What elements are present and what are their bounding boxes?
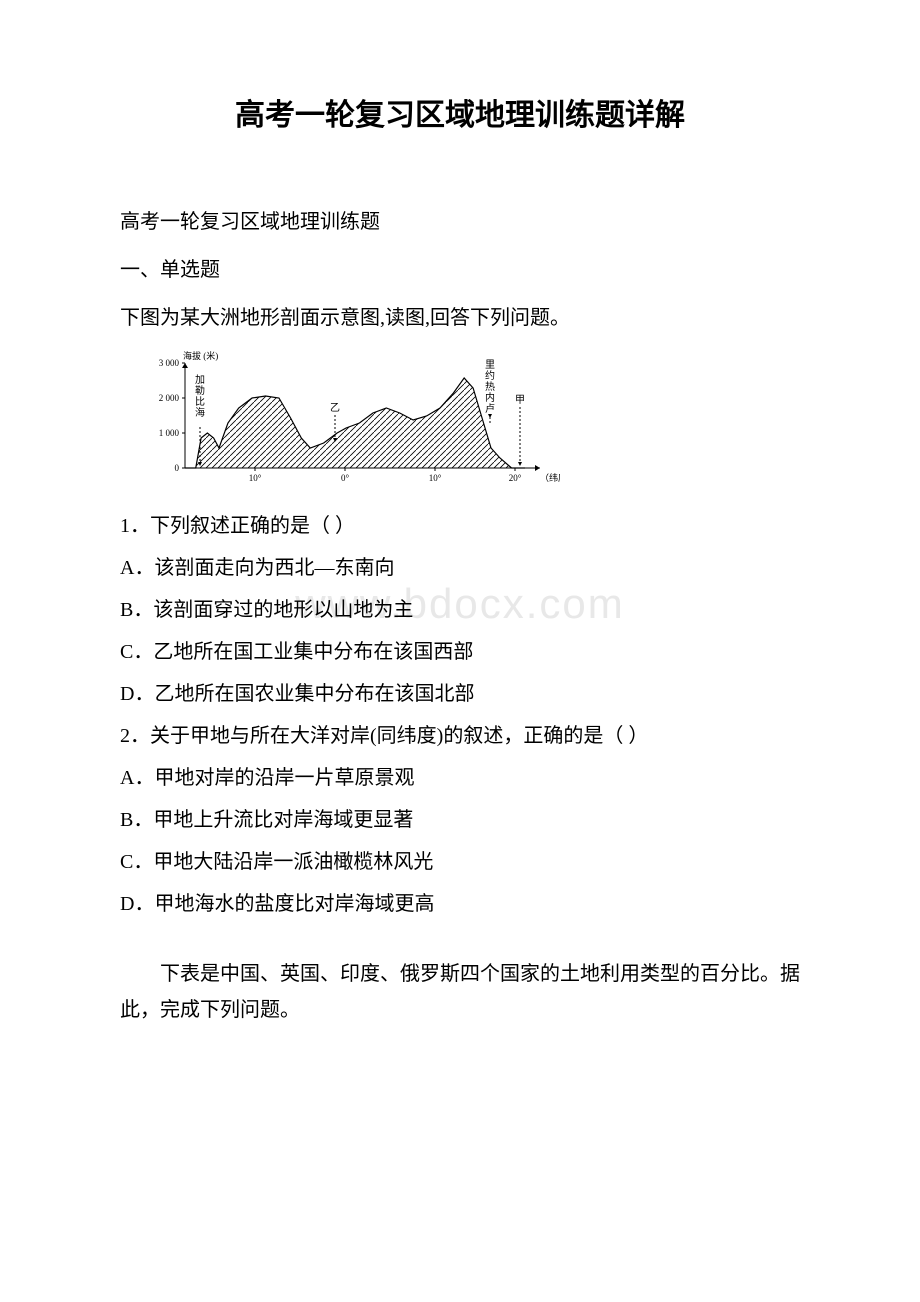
q1-option-b: B．该剖面穿过的地形以山地为主 xyxy=(120,590,800,630)
svg-text:10°: 10° xyxy=(249,473,262,483)
q1-option-d: D．乙地所在国农业集中分布在该国北部 xyxy=(120,674,800,714)
q1-option-a: A．该剖面走向为西北—东南向 xyxy=(120,548,800,588)
svg-text:里约热内卢: 里约热内卢 xyxy=(485,359,495,415)
profile-chart: 海拔 (米) 0 1 000 2 000 3 000 10° 0° 10° 20° （纬度） 加勒比… xyxy=(140,348,560,498)
svg-text:1 000: 1 000 xyxy=(159,428,180,438)
svg-text:0: 0 xyxy=(175,463,180,473)
q2-option-c: C．甲地大陆沿岸一派油橄榄林风光 xyxy=(120,842,800,882)
svg-text:加勒比海: 加勒比海 xyxy=(195,374,205,419)
q2-option-d: D．甲地海水的盐度比对岸海域更高 xyxy=(120,884,800,924)
intro-paragraph-2: 下表是中国、英国、印度、俄罗斯四个国家的土地利用类型的百分比。据此，完成下列问题… xyxy=(120,956,800,1028)
subtitle: 高考一轮复习区域地理训练题 xyxy=(120,204,800,240)
svg-text:甲: 甲 xyxy=(515,395,525,406)
q2-option-b: B．甲地上升流比对岸海域更显著 xyxy=(120,800,800,840)
svg-text:3 000: 3 000 xyxy=(159,358,180,368)
page-title: 高考一轮复习区域地理训练题详解 xyxy=(120,90,800,134)
svg-text:10°: 10° xyxy=(429,473,442,483)
svg-text:海拔 (米): 海拔 (米) xyxy=(183,350,218,361)
intro-paragraph-1: 下图为某大洲地形剖面示意图,读图,回答下列问题。 xyxy=(120,300,800,336)
q2-stem: 2．关于甲地与所在大洋对岸(同纬度)的叙述，正确的是（ ） xyxy=(120,716,800,756)
svg-text:乙: 乙 xyxy=(330,402,340,414)
q1-stem: 1．下列叙述正确的是（ ） xyxy=(120,506,800,546)
q1-option-c: C．乙地所在国工业集中分布在该国西部 xyxy=(120,632,800,672)
svg-text:20°: 20° xyxy=(509,473,522,483)
section-heading: 一、单选题 xyxy=(120,252,800,288)
svg-text:（纬度）: （纬度） xyxy=(540,472,560,483)
q2-option-a: A．甲地对岸的沿岸一片草原景观 xyxy=(120,758,800,798)
svg-text:2 000: 2 000 xyxy=(159,393,180,403)
svg-text:0°: 0° xyxy=(341,473,350,483)
